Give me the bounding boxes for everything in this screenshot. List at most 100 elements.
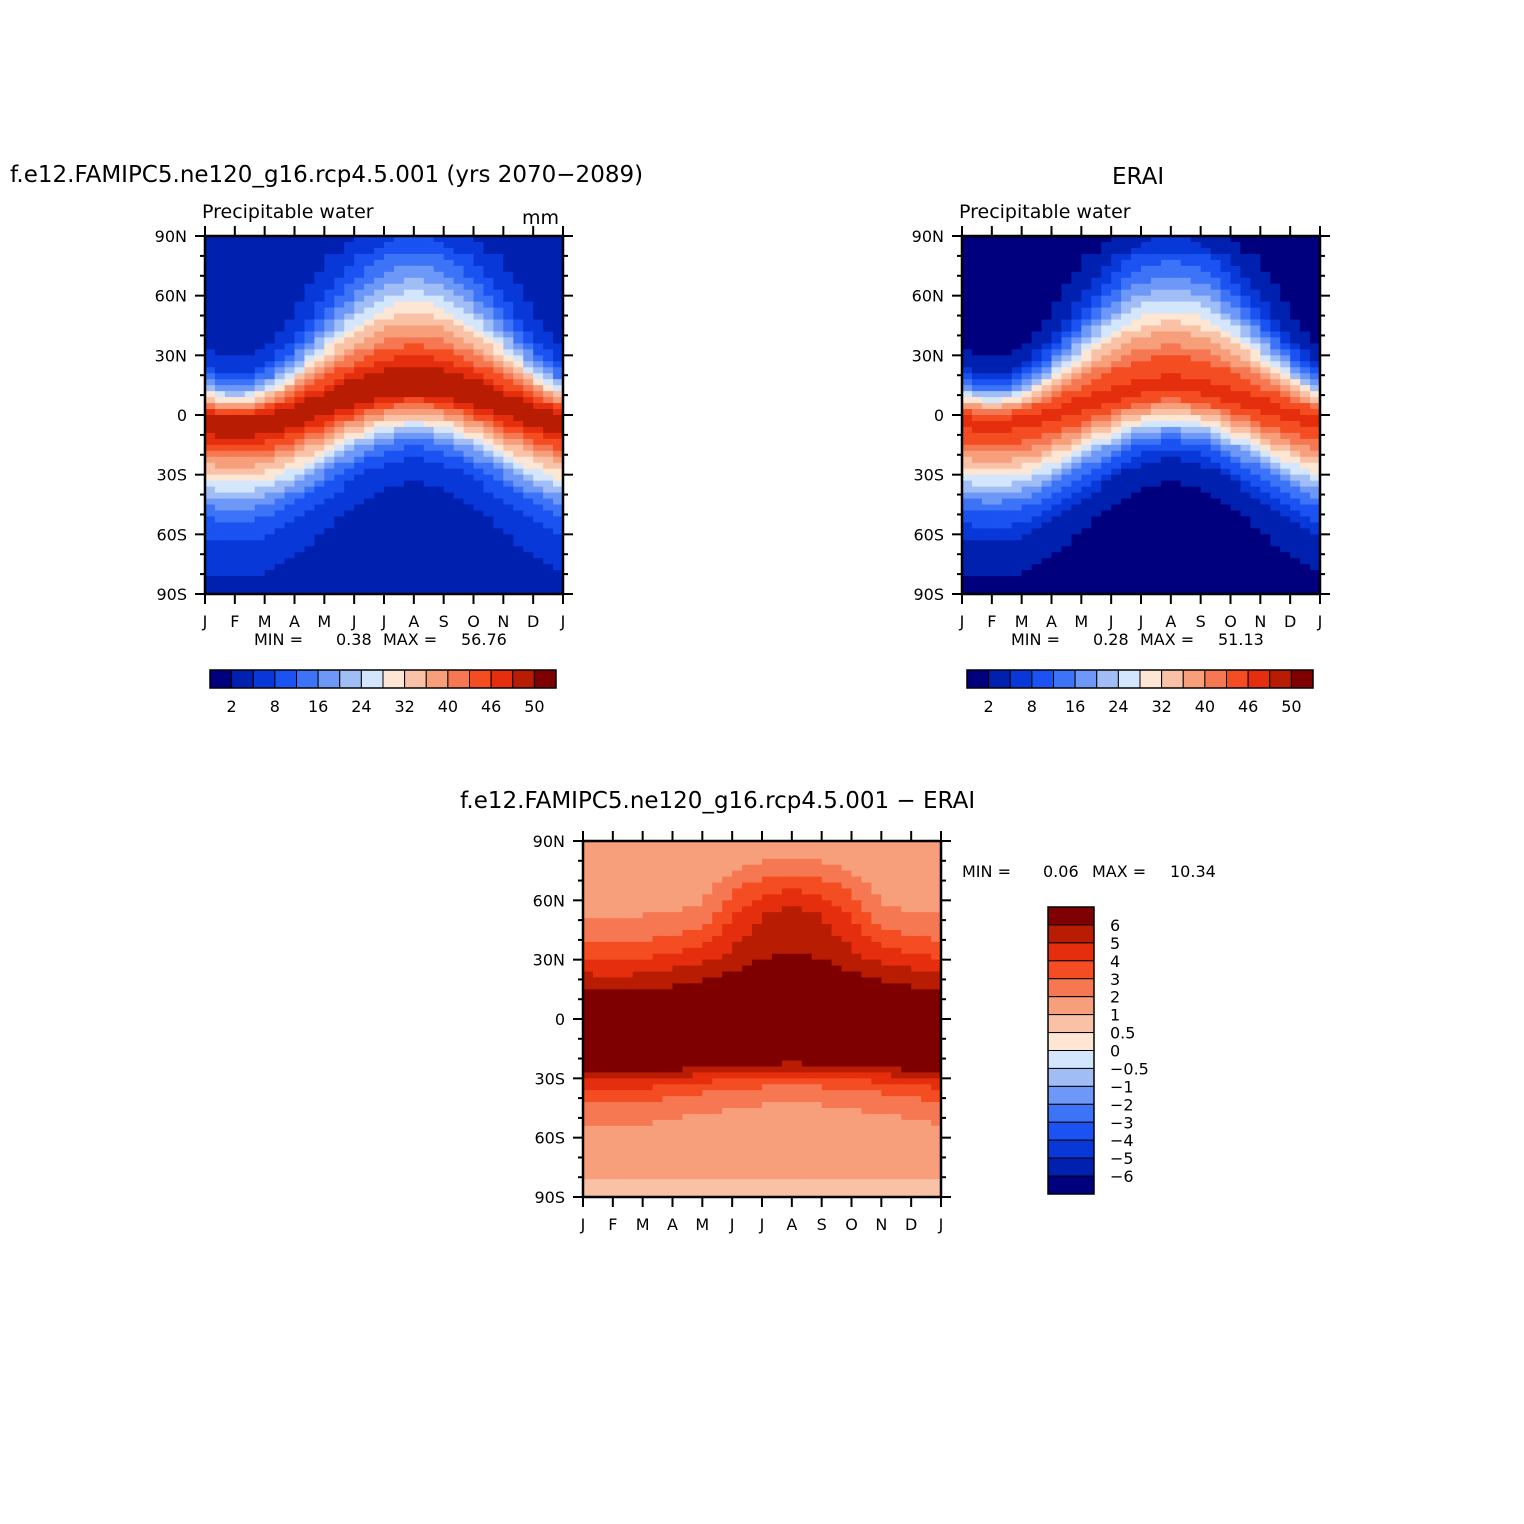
contour-cell xyxy=(1031,295,1043,303)
contour-cell xyxy=(264,253,276,261)
contour-cell xyxy=(483,265,494,273)
contour-cell xyxy=(1290,582,1301,589)
contour-cell xyxy=(1011,259,1023,267)
contour-cell xyxy=(354,373,365,380)
contour-cell xyxy=(493,397,504,404)
contour-cell xyxy=(284,349,296,356)
contour-cell xyxy=(523,462,534,470)
contour-cell xyxy=(1001,420,1013,428)
contour-cell xyxy=(1121,516,1132,523)
contour-cell xyxy=(1111,432,1122,440)
contour-cell xyxy=(1011,588,1023,595)
contour-cell xyxy=(314,462,325,470)
contour-cell xyxy=(1111,492,1122,500)
contour-cell xyxy=(1101,379,1112,386)
contour-cell xyxy=(274,403,286,410)
contour-cell xyxy=(962,426,973,434)
contour-cell xyxy=(513,325,524,333)
contour-cell xyxy=(1230,295,1242,303)
contour-cell xyxy=(1310,343,1321,350)
contour-cell xyxy=(1250,373,1261,380)
contour-cell xyxy=(612,876,624,884)
contour-cell xyxy=(374,343,385,350)
contour-cell xyxy=(1210,540,1222,547)
contour-cell xyxy=(1001,510,1013,518)
contour-cell xyxy=(483,462,494,470)
contour-cell xyxy=(1300,343,1311,350)
contour-cell xyxy=(971,343,983,350)
contour-cell xyxy=(433,385,445,392)
contour-cell xyxy=(483,450,494,458)
contour-cell xyxy=(244,301,256,309)
contour-cell xyxy=(1220,498,1232,506)
contour-cell xyxy=(1121,331,1132,339)
contour-cell xyxy=(1121,259,1132,267)
contour-cell xyxy=(1041,337,1053,344)
contour-cell xyxy=(1071,391,1082,398)
contour-cell xyxy=(1011,403,1023,410)
contour-cell xyxy=(374,444,385,452)
contour-cell xyxy=(413,456,425,464)
contour-cell xyxy=(374,355,385,362)
contour-cell xyxy=(344,576,355,583)
contour-cell xyxy=(981,474,993,482)
contour-cell xyxy=(921,864,932,872)
contour-cell xyxy=(364,576,375,583)
contour-cell xyxy=(473,540,485,547)
contour-cell xyxy=(1101,540,1112,547)
contour-cell xyxy=(1310,319,1321,327)
contour-cell xyxy=(403,474,415,482)
contour-cell xyxy=(1061,564,1072,571)
contour-cell xyxy=(1141,444,1152,452)
contour-cell xyxy=(413,361,425,368)
contour-cell xyxy=(374,456,385,464)
contour-cell xyxy=(1111,283,1122,291)
contour-cell xyxy=(1200,289,1212,297)
contour-cell xyxy=(1200,259,1212,267)
contour-cell xyxy=(771,846,783,854)
contour-cell xyxy=(244,277,256,285)
contour-cell xyxy=(523,516,534,523)
contour-cell xyxy=(503,415,514,422)
contour-cell xyxy=(1200,534,1212,541)
contour-cell xyxy=(483,277,494,285)
contour-cell xyxy=(1260,558,1271,565)
contour-cell xyxy=(453,367,465,374)
contour-cell xyxy=(443,522,455,529)
contour-cell xyxy=(991,540,1003,547)
contour-cell xyxy=(1021,462,1033,470)
contour-cell xyxy=(771,864,783,872)
contour-cell xyxy=(294,588,306,595)
contour-cell xyxy=(503,283,514,291)
contour-cell xyxy=(423,355,435,362)
contour-cell xyxy=(981,236,993,243)
contour-cell xyxy=(1121,420,1132,428)
contour-cell xyxy=(1250,546,1261,553)
contour-cell xyxy=(205,522,216,529)
contour-cell xyxy=(433,277,445,285)
contour-cell xyxy=(1260,426,1271,434)
contour-cell xyxy=(1061,379,1072,386)
contour-cell xyxy=(463,385,475,392)
contour-cell xyxy=(1200,277,1212,285)
contour-cell xyxy=(403,528,415,535)
contour-cell xyxy=(374,582,385,589)
contour-cell xyxy=(314,403,325,410)
y-tick-label: 90S xyxy=(156,585,187,604)
contour-cell xyxy=(493,373,504,380)
contour-cell xyxy=(1081,236,1092,243)
contour-cell xyxy=(1061,403,1072,410)
contour-cell xyxy=(513,546,524,553)
contour-cell xyxy=(1011,271,1023,279)
contour-cell xyxy=(264,236,276,243)
contour-cell xyxy=(523,492,534,500)
contour-cell xyxy=(811,900,823,907)
contour-cell xyxy=(274,301,286,309)
contour-cell xyxy=(543,409,554,416)
contour-cell xyxy=(384,301,395,309)
contour-cell xyxy=(1041,462,1053,470)
contour-cell xyxy=(1170,498,1182,506)
contour-cell xyxy=(1220,403,1232,410)
contour-cell xyxy=(1310,277,1321,285)
contour-cell xyxy=(1220,289,1232,297)
